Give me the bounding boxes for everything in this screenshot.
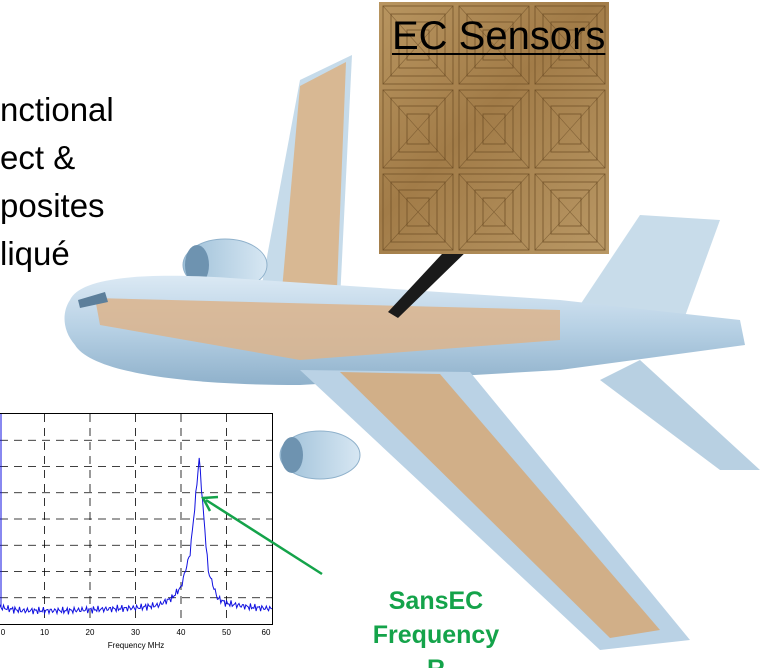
fuselage-sensor bbox=[95, 298, 560, 360]
x-tick-label: 0 bbox=[0, 628, 6, 637]
callout-line-2: Frequency bbox=[372, 621, 500, 649]
bullet-line: nctional bbox=[0, 91, 114, 128]
lower-wing-sensor bbox=[340, 372, 660, 638]
upper-wing-sensor bbox=[282, 62, 346, 290]
frequency-series-line bbox=[0, 457, 273, 616]
x-tick-label: 60 bbox=[261, 628, 271, 637]
bullet-line: ect & bbox=[0, 139, 76, 176]
sensor-panel-closeup bbox=[379, 2, 609, 254]
x-tick-label: 20 bbox=[85, 628, 95, 637]
x-axis-label: Frequency MHz bbox=[107, 641, 165, 650]
x-tick-label: 40 bbox=[176, 628, 186, 637]
x-tick-label: 10 bbox=[40, 628, 49, 637]
callout-line-3: R bbox=[356, 652, 516, 668]
bullet-line: liqué bbox=[0, 235, 70, 272]
callout-line-1: SansEC bbox=[388, 587, 484, 615]
slide-title: EC Sensors bbox=[392, 14, 606, 58]
bullet-line: posites bbox=[0, 187, 105, 224]
x-tick-label: 30 bbox=[131, 628, 140, 637]
frequency-plot-frame bbox=[0, 413, 273, 625]
sensor-pointer bbox=[388, 240, 472, 318]
horizontal-tail bbox=[600, 360, 760, 470]
x-tick-label: 50 bbox=[222, 628, 231, 637]
vertical-tail bbox=[570, 215, 720, 330]
sansec-callout: SansEC Frequency R bbox=[356, 584, 516, 668]
frequency-plot bbox=[0, 414, 273, 624]
spiral-sensor-pattern bbox=[382, 5, 606, 251]
bullet-list: nctional ect & posites liqué bbox=[0, 86, 114, 278]
